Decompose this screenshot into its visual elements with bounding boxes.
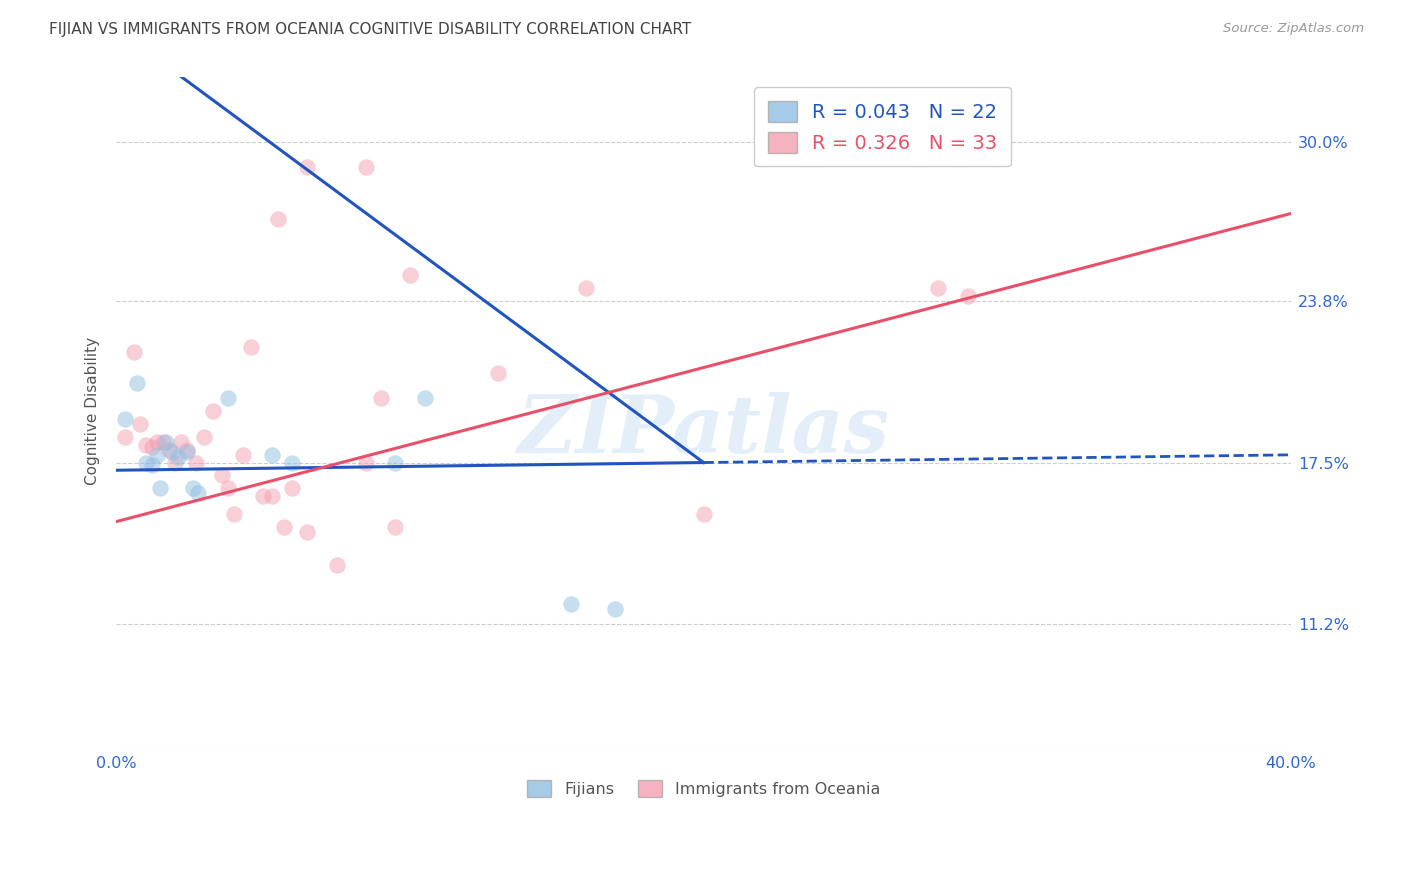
Point — [125, 376, 148, 390]
Point — [160, 445, 183, 459]
Point — [399, 268, 422, 282]
Point — [217, 481, 239, 495]
Point — [956, 288, 979, 302]
Point — [384, 456, 406, 470]
Point — [141, 440, 163, 454]
Point — [927, 281, 949, 295]
Point — [184, 456, 207, 470]
Point — [135, 437, 157, 451]
Point — [222, 507, 245, 521]
Point — [486, 366, 509, 380]
Point — [211, 468, 233, 483]
Point — [202, 404, 225, 418]
Point — [157, 442, 180, 457]
Point — [193, 430, 215, 444]
Text: Source: ZipAtlas.com: Source: ZipAtlas.com — [1223, 22, 1364, 36]
Point — [325, 558, 347, 573]
Point — [240, 340, 263, 354]
Point — [122, 345, 145, 359]
Point — [146, 448, 169, 462]
Point — [413, 392, 436, 406]
Point — [252, 489, 274, 503]
Point — [146, 435, 169, 450]
Point — [149, 481, 172, 495]
Point — [575, 281, 598, 295]
Point — [163, 456, 186, 470]
Point — [692, 507, 714, 521]
Point — [170, 435, 193, 450]
Point — [152, 435, 174, 450]
Text: ZIPatlas: ZIPatlas — [517, 392, 890, 470]
Point — [354, 456, 377, 470]
Point — [267, 211, 290, 226]
Point — [384, 519, 406, 533]
Point — [176, 442, 198, 457]
Legend: Fijians, Immigrants from Oceania: Fijians, Immigrants from Oceania — [520, 773, 886, 804]
Point — [181, 481, 204, 495]
Point — [155, 435, 177, 450]
Point — [273, 519, 295, 533]
Point — [260, 448, 283, 462]
Point — [354, 161, 377, 175]
Y-axis label: Cognitive Disability: Cognitive Disability — [86, 337, 100, 485]
Point — [114, 430, 136, 444]
Point — [187, 486, 209, 500]
Point — [295, 524, 318, 539]
Point — [141, 458, 163, 472]
Point — [605, 602, 627, 616]
Point — [295, 161, 318, 175]
Point — [260, 489, 283, 503]
Point — [232, 448, 254, 462]
Point — [370, 392, 392, 406]
Text: FIJIAN VS IMMIGRANTS FROM OCEANIA COGNITIVE DISABILITY CORRELATION CHART: FIJIAN VS IMMIGRANTS FROM OCEANIA COGNIT… — [49, 22, 692, 37]
Point — [135, 456, 157, 470]
Point — [114, 412, 136, 426]
Point — [128, 417, 150, 431]
Point — [217, 392, 239, 406]
Point — [560, 597, 582, 611]
Point — [167, 450, 190, 465]
Point — [176, 445, 198, 459]
Point — [281, 481, 304, 495]
Point — [281, 456, 304, 470]
